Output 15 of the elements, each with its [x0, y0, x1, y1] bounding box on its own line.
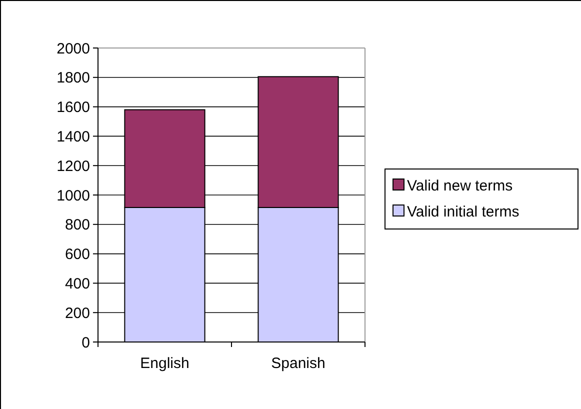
x-tick-label: English	[140, 355, 190, 372]
y-tick-label: 600	[64, 246, 90, 264]
legend-label: Valid new terms	[407, 177, 513, 194]
y-tick-label: 200	[64, 304, 90, 322]
y-tick-label: 1800	[56, 70, 90, 87]
y-tick-label: 2000	[56, 40, 90, 58]
legend-label: Valid initial terms	[407, 203, 520, 220]
y-tick-label: 800	[64, 216, 90, 234]
y-tick-label: 400	[64, 275, 90, 292]
y-tick-label: 1200	[56, 158, 90, 175]
y-tick-label: 1400	[56, 128, 90, 146]
y-tick-label: 1600	[56, 99, 90, 116]
x-tick-label: Spanish	[271, 355, 326, 372]
y-tick-label: 1000	[56, 187, 90, 204]
y-tick-label: 0	[82, 334, 90, 352]
